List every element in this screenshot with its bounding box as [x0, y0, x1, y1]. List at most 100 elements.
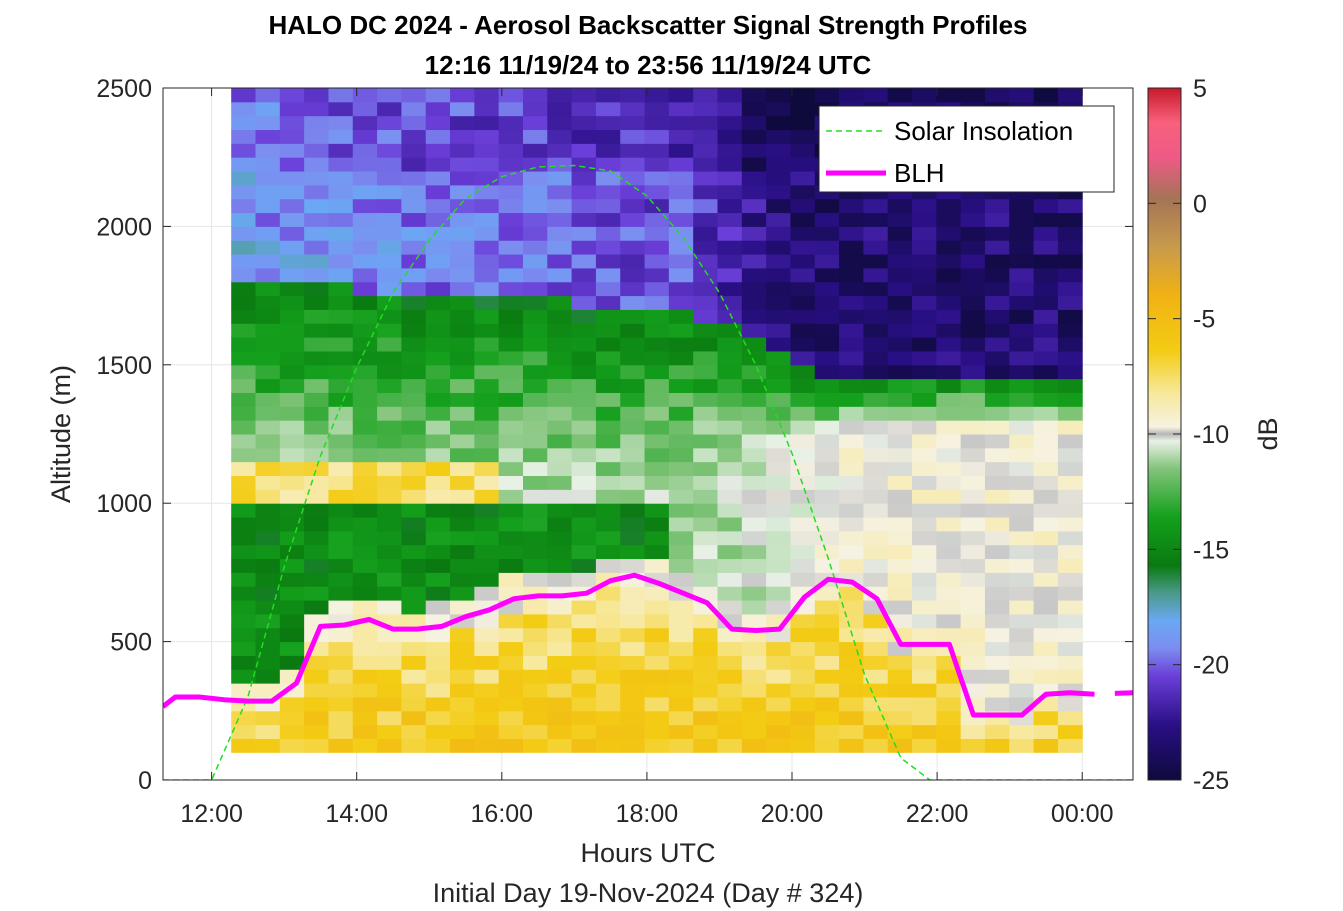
heatmap-cell — [814, 724, 840, 739]
heatmap-cell — [839, 226, 864, 241]
heatmap-cell — [620, 101, 646, 117]
heatmap-cell — [1009, 613, 1035, 629]
heatmap-cell — [279, 350, 305, 366]
heatmap-cell — [936, 586, 962, 601]
heatmap-cell — [668, 392, 694, 407]
heatmap-cell — [863, 655, 889, 670]
heatmap-cell — [255, 613, 281, 629]
legend-label-blh: BLH — [894, 158, 945, 188]
heatmap-cell — [401, 544, 427, 560]
heatmap-cell — [887, 337, 913, 352]
heatmap-cell — [620, 489, 646, 504]
heatmap-cell — [450, 184, 475, 200]
heatmap-cell — [304, 696, 329, 712]
heatmap-cell — [912, 267, 937, 283]
heatmap-cell — [425, 627, 451, 643]
heatmap-cell — [984, 281, 1010, 297]
heatmap-cell — [620, 254, 646, 269]
heatmap-cell — [1033, 600, 1059, 615]
heatmap-cell — [887, 461, 913, 477]
heatmap-cell — [790, 641, 816, 656]
heatmap-cell — [328, 171, 354, 186]
heatmap-cell — [450, 101, 475, 117]
heatmap-cell — [814, 447, 840, 463]
heatmap-cell — [1009, 378, 1035, 393]
heatmap-cell — [231, 323, 257, 338]
heatmap-cell — [717, 115, 743, 131]
heatmap-cell — [717, 544, 743, 560]
heatmap-cell — [644, 724, 670, 739]
heatmap-cell — [887, 198, 913, 214]
heatmap-cell — [984, 309, 1010, 324]
heatmap-cell — [547, 254, 573, 269]
heatmap-cell — [522, 143, 548, 158]
heatmap-cell — [984, 613, 1010, 629]
heatmap-cell — [377, 641, 402, 656]
heatmap-cell — [887, 406, 913, 421]
heatmap-cell — [279, 696, 305, 712]
heatmap-cell — [960, 267, 986, 283]
heatmap-cell — [741, 600, 767, 615]
heatmap-cell — [231, 600, 257, 615]
heatmap-cell — [814, 420, 840, 435]
heatmap-cell — [352, 600, 378, 615]
heatmap-cell — [936, 710, 962, 726]
heatmap-cell — [304, 101, 329, 117]
heatmap-cell — [304, 600, 329, 615]
heatmap-cell — [839, 558, 864, 573]
heatmap-cell — [328, 240, 354, 255]
heatmap-cell — [912, 364, 937, 380]
heatmap-cell — [1009, 627, 1035, 643]
heatmap-cell — [693, 184, 718, 200]
heatmap-cell — [863, 683, 889, 698]
heatmap-cell — [595, 530, 621, 546]
heatmap-cell — [887, 669, 913, 684]
heatmap-cell — [255, 683, 281, 698]
heatmap-cell — [620, 724, 646, 739]
heatmap-cell — [741, 406, 767, 421]
heatmap-cell — [231, 171, 257, 186]
heatmap-cell — [620, 378, 646, 393]
heatmap-cell — [790, 392, 816, 407]
heatmap-cell — [547, 392, 573, 407]
heatmap-cell — [960, 586, 986, 601]
heatmap-cell — [474, 558, 500, 573]
heatmap-cell — [377, 184, 402, 200]
heatmap-cell — [425, 696, 451, 712]
heatmap-cell — [498, 129, 524, 144]
heatmap-cell — [668, 475, 694, 490]
heatmap-cell — [644, 600, 670, 615]
heatmap-cell — [1057, 724, 1083, 739]
heatmap-cell — [474, 392, 500, 407]
heatmap-cell — [814, 600, 840, 615]
heatmap-cell — [668, 710, 694, 726]
heatmap-cell — [960, 364, 986, 380]
heatmap-cell — [644, 143, 670, 158]
heatmap-cell — [571, 475, 597, 490]
heatmap-cell — [717, 517, 743, 532]
heatmap-cell — [231, 530, 257, 546]
heatmap-cell — [522, 641, 548, 656]
heatmap-cell — [766, 738, 791, 753]
heatmap-cell — [304, 171, 329, 186]
heatmap-cell — [984, 475, 1010, 490]
heatmap-cell — [668, 613, 694, 629]
heatmap-cell — [984, 489, 1010, 504]
heatmap-cell — [279, 267, 305, 283]
heatmap-cell — [498, 267, 524, 283]
heatmap-cell — [401, 240, 427, 255]
heatmap-cell — [644, 88, 670, 103]
heatmap-cell — [1033, 309, 1059, 324]
heatmap-cell — [1009, 254, 1035, 269]
heatmap-cell — [912, 655, 937, 670]
heatmap-cell — [304, 544, 329, 560]
heatmap-cell — [790, 558, 816, 573]
heatmap-cell — [839, 683, 864, 698]
heatmap-cell — [450, 517, 475, 532]
heatmap-cell — [304, 143, 329, 158]
heatmap-cell — [693, 143, 718, 158]
series-line-blh — [163, 572, 1095, 718]
heatmap-cell — [401, 254, 427, 269]
heatmap-cell — [887, 226, 913, 241]
heatmap-cell — [255, 503, 281, 518]
